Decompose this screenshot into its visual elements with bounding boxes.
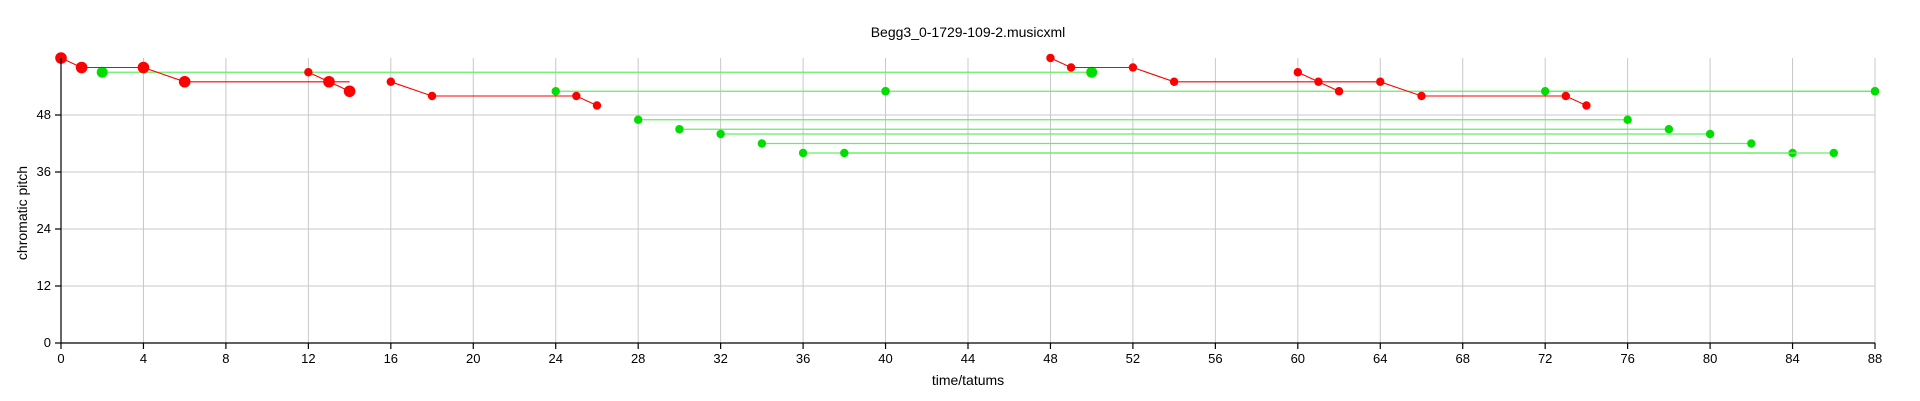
tick-labels: 0 4 8 12 16 20 24 28 32 36 40 44 48 52 56 60 64 68 72 76 80 8… xyxy=(37,107,1883,366)
green-point xyxy=(1747,139,1756,148)
x-axis-label: time/tatums xyxy=(932,372,1004,388)
green-point xyxy=(881,87,890,96)
green-point xyxy=(1705,129,1715,139)
red-point xyxy=(323,75,335,88)
x-tick-label: 64 xyxy=(1373,351,1387,366)
green-point xyxy=(1829,148,1838,158)
green-point xyxy=(675,125,684,134)
red-point xyxy=(75,61,88,74)
x-tick-label: 40 xyxy=(878,351,892,366)
x-tick-label: 28 xyxy=(631,351,645,366)
x-tick-label: 76 xyxy=(1620,351,1634,366)
x-tick-label: 36 xyxy=(796,351,810,366)
green-point xyxy=(551,87,560,96)
green-series xyxy=(96,66,1880,158)
y-tick-label: 12 xyxy=(37,278,51,293)
red-point xyxy=(1066,63,1076,72)
red-point xyxy=(304,68,313,77)
green-point xyxy=(1870,87,1880,96)
red-point xyxy=(137,61,150,74)
red-point xyxy=(386,77,396,86)
x-tick-label: 20 xyxy=(466,351,480,366)
green-point xyxy=(1664,125,1674,134)
y-axis-label: chromatic pitch xyxy=(14,166,30,260)
green-point xyxy=(840,148,849,158)
x-tick-label: 8 xyxy=(222,351,229,366)
red-point xyxy=(1582,101,1591,110)
x-tick-label: 12 xyxy=(301,351,315,366)
red-series-line xyxy=(1050,57,1587,106)
x-tick-label: 72 xyxy=(1538,351,1552,366)
red-point xyxy=(1046,53,1055,63)
green-point xyxy=(1086,66,1098,78)
red-point xyxy=(343,85,356,98)
x-tick-label: 84 xyxy=(1785,351,1799,366)
x-tick-label: 88 xyxy=(1868,351,1882,366)
x-tick-label: 44 xyxy=(961,351,975,366)
red-point xyxy=(1376,77,1385,86)
y-tick-label: 48 xyxy=(37,107,51,122)
red-point xyxy=(592,101,602,110)
x-tick-label: 24 xyxy=(548,351,562,366)
green-point xyxy=(1623,115,1632,124)
red-point xyxy=(178,75,191,88)
x-tick-label: 0 xyxy=(57,351,64,366)
red-point xyxy=(1314,77,1323,86)
red-point xyxy=(1128,63,1138,72)
green-point xyxy=(1540,87,1550,96)
red-point xyxy=(572,91,581,101)
green-point xyxy=(757,139,767,148)
green-point xyxy=(96,66,108,78)
x-tick-label: 16 xyxy=(384,351,398,366)
y-tick-label: 36 xyxy=(37,164,51,179)
x-tick-label: 56 xyxy=(1208,351,1222,366)
y-tick-label: 0 xyxy=(44,335,51,350)
red-series xyxy=(55,52,1591,110)
green-point xyxy=(716,129,725,139)
x-tick-label: 48 xyxy=(1043,351,1057,366)
y-tick-label: 24 xyxy=(37,221,51,236)
x-tick-label: 68 xyxy=(1455,351,1469,366)
x-tick-label: 80 xyxy=(1703,351,1717,366)
red-point xyxy=(1334,87,1344,96)
x-tick-label: 60 xyxy=(1291,351,1305,366)
green-point xyxy=(798,148,808,158)
green-point xyxy=(633,115,643,124)
grid-lines xyxy=(61,58,1876,343)
x-tick-label: 52 xyxy=(1126,351,1140,366)
x-tick-label: 32 xyxy=(713,351,727,366)
axes xyxy=(55,58,1876,349)
red-point xyxy=(427,91,437,101)
red-point xyxy=(1293,68,1303,77)
chart-title: Begg3_0-1729-109-2.musicxml xyxy=(871,24,1066,40)
x-tick-label: 4 xyxy=(140,351,147,366)
red-point xyxy=(1561,91,1570,101)
red-series-line xyxy=(390,81,598,106)
red-point xyxy=(1169,77,1179,86)
red-point xyxy=(1417,91,1426,101)
